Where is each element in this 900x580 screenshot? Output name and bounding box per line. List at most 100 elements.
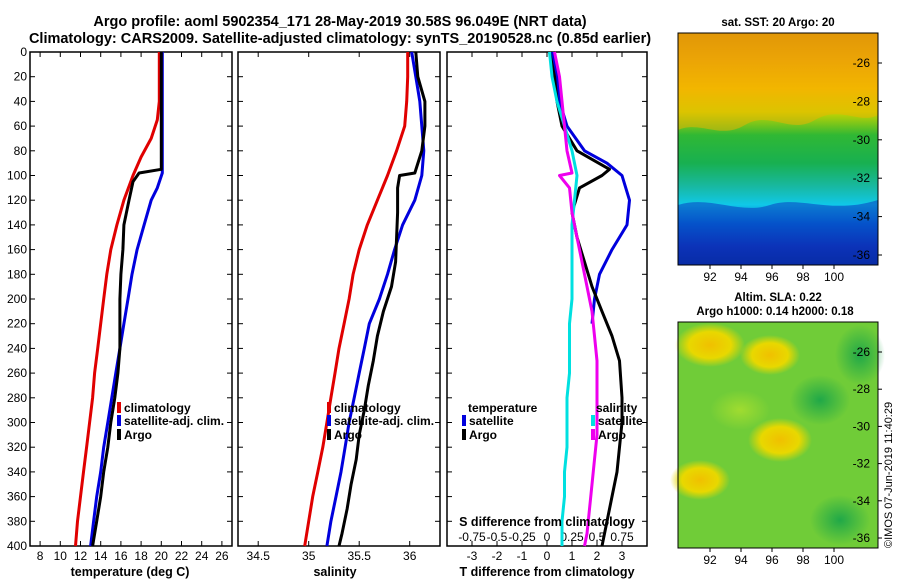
- sla-high-2: [740, 335, 800, 375]
- sst-map-axes: -26 -28 -30 -32 -34 -36 92 94 96 98 100: [703, 56, 882, 284]
- map-lat-label: -32: [853, 171, 871, 185]
- salinity-difference-axis: -0.75 -0.5 -0.25 0 0.25 0.5 0.75: [458, 530, 634, 544]
- temperature-legend: climatology satellite-adj. clim. Argo: [117, 401, 224, 442]
- s-difference-axis-label: S difference from climatology: [459, 515, 635, 529]
- sla-map-title-1: Altim. SLA: 0.22: [734, 292, 822, 304]
- depth-tick-label: 120: [7, 193, 27, 207]
- series-climatology: [74, 52, 161, 547]
- legend-satellite-swatch: [117, 415, 121, 426]
- legend-s-satellite: satellite: [598, 414, 643, 428]
- legend-climatology: climatology: [124, 401, 191, 415]
- legend-argo: Argo: [334, 428, 362, 442]
- map-lat-label: -36: [853, 531, 871, 545]
- depth-tick-label: 40: [14, 94, 28, 108]
- x-tick-label: 35: [302, 549, 316, 563]
- x-tick-label: 16: [114, 549, 128, 563]
- salinity-x-axis: 34.5 35 35.5 36: [247, 52, 417, 563]
- legend-satellite: satellite-adj. clim.: [334, 414, 434, 428]
- temperature-plot-frame: [29, 51, 233, 547]
- map-lon-label: 94: [734, 270, 748, 284]
- s-tick-label: 0.5: [589, 530, 606, 544]
- legend-t-satellite-swatch: [462, 415, 466, 426]
- difference-panel: -3 -2 -1 0 1 2 3 -0.75 -0.5 -0.25 0 0.25 0.5 0.75 T …: [446, 51, 648, 579]
- sla-map-frame: [677, 321, 879, 549]
- x-tick-label: 20: [155, 549, 169, 563]
- salinity-plot-frame: [237, 51, 441, 547]
- title-line-1: Argo profile: aoml 5902354_171 28-May-20…: [93, 14, 586, 30]
- series-s-satellite: [548, 51, 579, 546]
- sla-map-axes: -26 -28 -30 -32 -34 -36 92 94 96 98 100: [703, 345, 882, 567]
- map-lat-label: -34: [853, 494, 871, 508]
- x-tick-label: 3: [619, 549, 626, 563]
- sla-map-title-2: Argo h1000: 0.14 h2000: 0.18: [696, 306, 854, 318]
- series-s-argo: [553, 51, 599, 547]
- sst-warm-water: [678, 33, 878, 131]
- salinity-tick-marks: [238, 51, 440, 547]
- x-tick-label: 10: [54, 549, 68, 563]
- sla-map: Altim. SLA: 0.22 Argo h1000: 0.14 h2000:…: [670, 292, 885, 567]
- map-lat-label: -30: [853, 133, 871, 147]
- depth-tick-label: 60: [14, 119, 28, 133]
- legend-satellite: satellite-adj. clim.: [124, 414, 224, 428]
- x-tick-label: 34.5: [247, 549, 271, 563]
- depth-tick-label: 240: [7, 341, 27, 355]
- map-lon-label: 94: [734, 553, 748, 567]
- depth-tick-label: 220: [7, 317, 27, 331]
- difference-tick-marks: [447, 51, 647, 547]
- sla-low-2: [790, 375, 850, 425]
- legend-t-satellite: satellite: [469, 414, 514, 428]
- sst-map-title: sat. SST: 20 Argo: 20: [721, 17, 834, 29]
- difference-series: [548, 51, 631, 547]
- timestamp-stamp: ©IMOS 07-Jun-2019 11:40:29: [883, 402, 895, 548]
- legend-s-satellite-swatch: [591, 415, 595, 426]
- s-tick-label: 0: [544, 530, 551, 544]
- map-lat-label: -26: [853, 345, 871, 359]
- map-lat-label: -26: [853, 56, 871, 70]
- sla-high-3: [748, 418, 812, 462]
- s-tick-label: 0.75: [610, 530, 634, 544]
- x-tick-label: 24: [195, 549, 209, 563]
- series-satellite-adj-clim-: [325, 51, 426, 547]
- legend-argo: Argo: [124, 428, 152, 442]
- temperature-x-label: temperature (deg C): [71, 565, 190, 579]
- legend-argo-swatch: [327, 429, 331, 440]
- map-lat-label: -28: [853, 382, 871, 396]
- x-tick-label: 2: [594, 549, 601, 563]
- series-t-argo: [548, 51, 624, 547]
- x-tick-label: -3: [467, 549, 478, 563]
- x-tick-label: 1: [569, 549, 576, 563]
- map-lon-label: 100: [824, 553, 844, 567]
- series-climatology: [303, 52, 410, 547]
- map-lon-label: 92: [703, 553, 717, 567]
- depth-tick-label: 20: [14, 70, 28, 84]
- map-lat-label: -30: [853, 419, 871, 433]
- salinity-x-label: salinity: [313, 565, 356, 579]
- legend-t-argo: Argo: [469, 428, 497, 442]
- sla-high-1: [675, 323, 745, 367]
- sst-map-frame: [677, 32, 879, 266]
- depth-tick-label: 300: [7, 416, 27, 430]
- salinity-series: [303, 51, 427, 547]
- depth-tick-label: 100: [7, 169, 27, 183]
- x-tick-label: 14: [94, 549, 108, 563]
- t-difference-x-label: T difference from climatology: [459, 565, 634, 579]
- map-lon-label: 98: [796, 553, 810, 567]
- series-argo: [337, 51, 427, 547]
- sla-high-4: [670, 460, 730, 500]
- s-tick-label: 0.25: [560, 530, 584, 544]
- x-tick-label: 35.5: [348, 549, 372, 563]
- s-tick-label: -0.25: [508, 530, 536, 544]
- depth-tick-label: 180: [7, 267, 27, 281]
- sla-low-3: [810, 495, 870, 545]
- difference-legend: temperature satellite Argo salinity sate…: [462, 401, 643, 442]
- depth-tick-label: 320: [7, 440, 27, 454]
- legend-climatology-swatch: [327, 402, 331, 413]
- depth-tick-label: 0: [20, 45, 27, 59]
- depth-axis: 0 20 40 60 80 100 120 140 160 180 200 220 240 260 280 3…: [7, 45, 232, 553]
- legend-satellite-swatch: [327, 415, 331, 426]
- x-tick-label: 18: [134, 549, 148, 563]
- map-lat-label: -32: [853, 457, 871, 471]
- map-lat-label: -36: [853, 248, 871, 262]
- map-lon-label: 96: [765, 553, 779, 567]
